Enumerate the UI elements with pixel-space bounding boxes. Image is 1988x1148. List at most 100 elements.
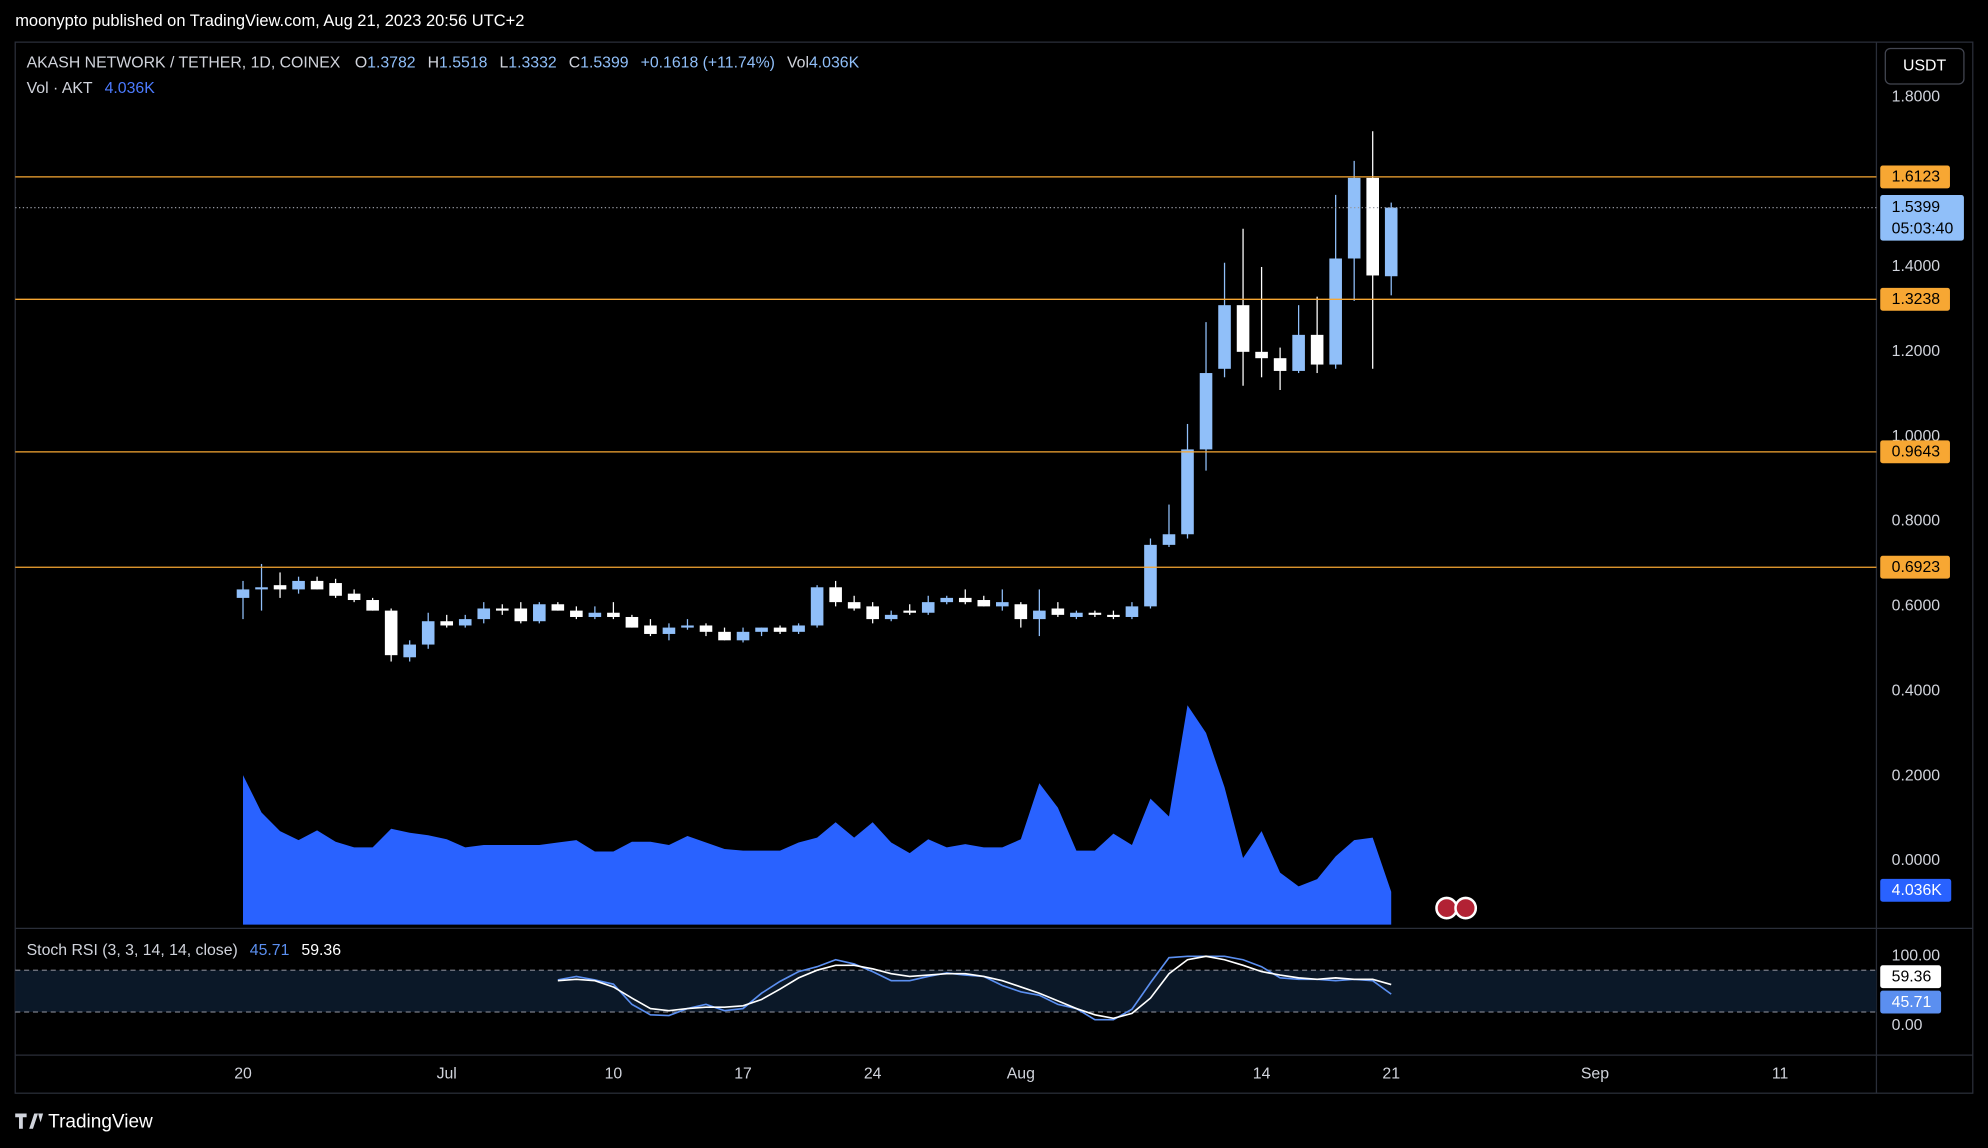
level-label-box — [1880, 440, 1950, 464]
y-tick-label: 1.2000 — [1892, 343, 1941, 360]
legend-field: Vol — [787, 55, 809, 72]
candle — [1144, 538, 1157, 609]
candle — [1051, 602, 1065, 617]
candle-body — [292, 580, 305, 590]
candle — [996, 589, 1009, 611]
candle — [1107, 610, 1120, 620]
stoch-d-value: 59.36 — [301, 942, 341, 959]
x-tick-label: 14 — [1253, 1065, 1271, 1082]
candle-body — [329, 583, 342, 596]
y-tick-label: 1.8000 — [1892, 88, 1941, 105]
candle-body — [310, 580, 324, 590]
candle-body — [255, 587, 268, 590]
candle — [829, 580, 842, 607]
stoch-line — [557, 955, 1392, 1020]
event-flag — [1454, 896, 1478, 920]
y-tick-label: 0.0000 — [1892, 852, 1941, 869]
candle — [384, 608, 398, 662]
plot-layer — [15, 131, 1877, 1021]
price-legend: AKASH NETWORK / TETHER, 1D, COINEX O1.37… — [27, 55, 860, 72]
candle — [644, 619, 657, 637]
stoch-band-fill — [15, 970, 1877, 1013]
candle — [773, 625, 787, 634]
legend-field: H — [428, 55, 439, 72]
candle — [440, 614, 454, 628]
stoch-title: Stoch RSI (3, 3, 14, 14, close) — [27, 942, 238, 959]
currency-label[interactable]: USDT — [1903, 57, 1946, 74]
candle — [458, 614, 472, 628]
candle — [884, 610, 898, 622]
candle-body — [699, 625, 713, 632]
candle — [1162, 504, 1176, 547]
candle — [1125, 602, 1139, 620]
x-tick-label: Aug — [1007, 1065, 1035, 1082]
stoch-axis-label: 59.36 — [1892, 968, 1932, 985]
symbol-title: AKASH NETWORK / TETHER, 1D, COINEX — [27, 55, 341, 72]
candle-body — [236, 589, 250, 598]
candle-body — [607, 612, 620, 617]
volume-value: 4.036K — [105, 80, 156, 97]
candle-body — [366, 600, 379, 611]
legend-high: 1.5518 — [439, 55, 488, 72]
candle — [607, 602, 620, 620]
candle-body — [847, 602, 861, 609]
stoch-k-value: 45.71 — [250, 942, 290, 959]
legend-field: C — [569, 55, 580, 72]
candle — [1236, 228, 1250, 386]
candle-body — [1347, 177, 1361, 259]
candle-body — [1162, 534, 1176, 545]
stoch-tick-label: 100.00 — [1892, 947, 1941, 964]
candle — [551, 602, 565, 611]
candle — [255, 563, 268, 611]
candle-body — [792, 625, 805, 632]
candle — [1199, 322, 1213, 471]
currency-button[interactable] — [1884, 47, 1965, 85]
candle-body — [1125, 606, 1139, 617]
volume-title: Vol · AKT — [27, 80, 93, 97]
candle-body — [810, 587, 824, 626]
stoch-axis-label: 45.71 — [1892, 994, 1932, 1011]
volume-axis-label: 4.036K — [1892, 882, 1943, 899]
legend-change: +0.1618 (+11.74%) — [641, 55, 775, 72]
candle-body — [514, 608, 528, 622]
candle-body — [681, 625, 694, 628]
candle-body — [533, 604, 546, 622]
candle-body — [1033, 610, 1046, 620]
candle-body — [1310, 334, 1324, 365]
candle-body — [588, 612, 602, 617]
candle — [755, 627, 768, 637]
candle — [421, 612, 435, 649]
candle — [366, 597, 379, 611]
stoch-legend: Stoch RSI (3, 3, 14, 14, close) 45.71 59… — [27, 942, 342, 959]
x-tick-label: 10 — [605, 1065, 623, 1082]
candle — [588, 606, 602, 620]
candle — [977, 595, 991, 607]
level-label-box — [1880, 165, 1950, 189]
candle — [940, 595, 954, 605]
candle-body — [977, 600, 991, 607]
candle-body — [347, 593, 361, 601]
candle-body — [903, 610, 917, 613]
candle-body — [403, 644, 416, 658]
candle-body — [773, 627, 787, 632]
candle-body — [1144, 544, 1157, 607]
candle — [681, 619, 694, 630]
candle-body — [1181, 449, 1194, 535]
y-tick-label: 0.2000 — [1892, 767, 1941, 784]
level-label: 0.9643 — [1892, 444, 1941, 461]
candle — [736, 627, 750, 643]
legend-low: 1.3332 — [508, 55, 556, 72]
candle-body — [1051, 608, 1065, 615]
stoch-tick-label: 0.00 — [1892, 1017, 1923, 1034]
candle — [1347, 160, 1361, 301]
candle — [495, 604, 509, 615]
candle-body — [421, 621, 435, 645]
candle — [273, 572, 287, 598]
candle — [1292, 305, 1305, 374]
candle — [1070, 610, 1083, 620]
event-icons — [1435, 896, 1478, 920]
legend-volume: 4.036K — [809, 55, 860, 72]
candle — [866, 602, 879, 624]
